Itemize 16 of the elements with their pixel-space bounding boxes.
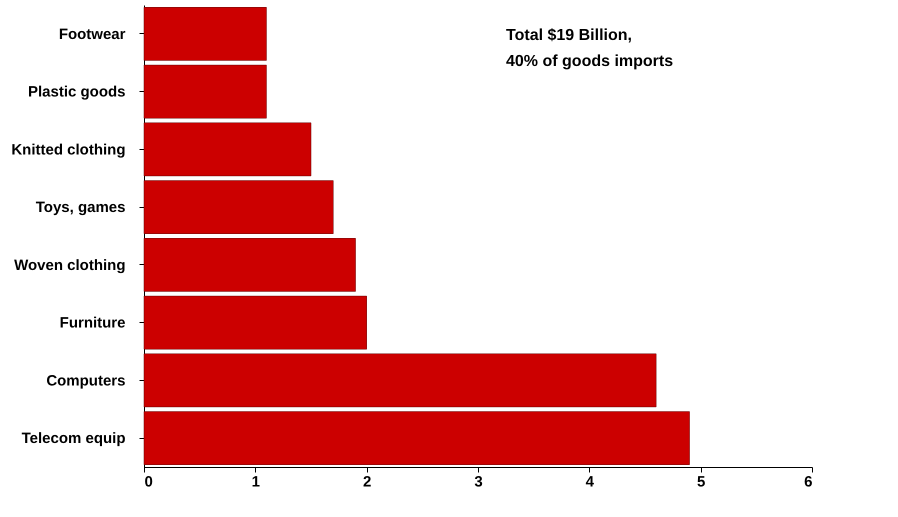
annotation: Total $19 Billion, 40% of goods imports [506,27,674,70]
x-tick-label: 3 [474,474,483,490]
x-tick-label: 0 [144,474,153,490]
y-tick-label: Toys, games [36,199,126,216]
y-tick-label: Woven clothing [14,256,126,274]
y-tick-label: Furniture [60,314,126,332]
x-tick-label: 5 [696,474,706,490]
y-tick-label: Plastic goods [28,84,126,101]
x-tick-label: 2 [362,474,372,490]
y-tick-label: Computers [46,372,126,390]
y-tick-label: Knitted clothing [11,141,126,158]
y-tick-label: Footwear [58,26,126,43]
x-tick-label: 4 [586,474,595,490]
x-tick-label: 6 [804,474,812,490]
y-tick-label: Telecom equip [22,430,126,448]
x-tick-label: 1 [252,474,260,490]
